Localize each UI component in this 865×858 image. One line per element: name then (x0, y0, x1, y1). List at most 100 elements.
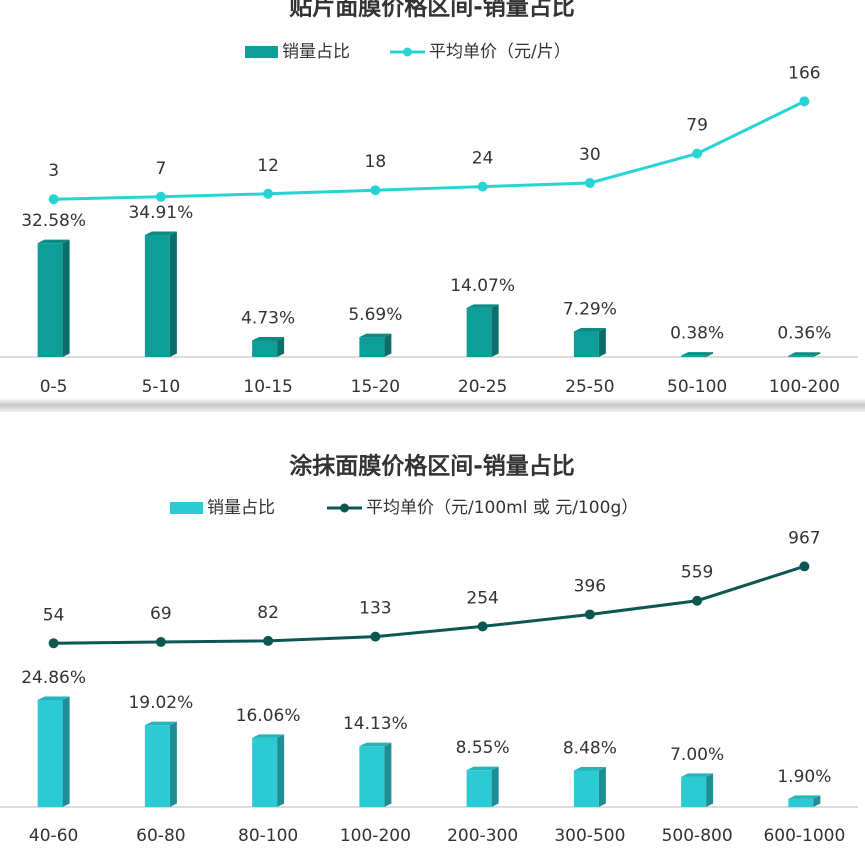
bar-top (359, 742, 392, 747)
line-point (584, 609, 595, 620)
bar-side (277, 336, 285, 357)
x-tick-label: 40-60 (29, 826, 78, 846)
bar (144, 721, 177, 807)
bar-top (681, 352, 714, 356)
legend-label: 销量占比 (207, 498, 275, 518)
data-label: 82 (257, 603, 279, 623)
legend-dot (340, 503, 349, 513)
bar (252, 734, 285, 807)
x-tick-label: 25-50 (565, 377, 614, 397)
legend-label: 平均单价（元/100ml 或 元/100g） (366, 498, 638, 518)
bar-front (573, 770, 599, 807)
data-label: 69 (150, 604, 172, 624)
x-tick-label: 500-800 (662, 826, 733, 846)
line-point (263, 635, 274, 646)
bar-front (681, 355, 707, 357)
line-point (477, 181, 488, 192)
line-point (155, 636, 166, 647)
bar-side (813, 352, 821, 357)
bar (573, 328, 606, 357)
x-tick-label: 0-5 (40, 377, 68, 397)
bar-top (252, 734, 285, 738)
bar-top (788, 795, 821, 799)
bar-front (37, 699, 63, 807)
x-tick-label: 10-15 (243, 377, 292, 397)
line-point (155, 191, 166, 202)
data-label: 0.38% (670, 324, 724, 344)
data-label: 254 (466, 588, 498, 608)
line-point (263, 188, 274, 199)
bar (37, 239, 70, 357)
bar-side (598, 328, 606, 357)
bar (788, 352, 821, 357)
data-label: 14.07% (450, 276, 515, 296)
bar (466, 304, 499, 357)
line-point (799, 96, 810, 107)
bar-front (788, 798, 814, 807)
data-label: 166 (788, 63, 820, 83)
x-tick-label: 20-25 (458, 377, 507, 397)
x-tick-label: 80-100 (238, 826, 298, 846)
data-label: 1.90% (777, 767, 831, 787)
bar-top (681, 773, 714, 777)
data-label: 7.29% (563, 300, 617, 320)
legend-label: 平均单价（元/片） (429, 42, 571, 62)
data-label: 8.55% (456, 738, 510, 758)
bar-top (466, 304, 499, 308)
data-label: 18 (365, 152, 387, 172)
data-label: 7 (155, 159, 166, 179)
data-label: 8.48% (563, 738, 617, 758)
data-label: 3 (48, 161, 59, 181)
line-point (692, 148, 703, 159)
x-tick-label: 600-1000 (763, 826, 845, 846)
bar-side (491, 304, 499, 357)
bar-side (706, 773, 714, 807)
legend-label: 销量占比 (282, 42, 350, 62)
bar (573, 766, 606, 807)
data-label: 34.91% (128, 203, 193, 223)
line-point (477, 621, 488, 632)
data-label: 79 (686, 116, 708, 136)
x-tick-label: 50-100 (667, 377, 727, 397)
x-tick-label: 300-500 (554, 826, 625, 846)
bar-side (384, 333, 392, 357)
data-label: 16.06% (236, 706, 301, 726)
x-tick-label: 100-200 (340, 826, 411, 846)
legend-dot (403, 47, 412, 57)
x-tick-label: 5-10 (142, 377, 181, 397)
bar (681, 773, 714, 807)
line (53, 100, 806, 201)
bar-top (37, 239, 70, 244)
data-label: 30 (579, 145, 601, 165)
line-point (799, 561, 810, 572)
line-point (584, 178, 595, 188)
data-label: 396 (574, 576, 606, 596)
chart-title: 涂抹面膜价格区间-销量占比 (289, 453, 575, 480)
bar-top (788, 352, 821, 356)
line-point (370, 185, 381, 196)
data-label: 0.36% (777, 324, 831, 344)
line-point (48, 194, 59, 205)
data-label: 967 (788, 528, 820, 548)
bar-front (37, 243, 63, 357)
bar-top (359, 333, 392, 338)
x-tick-label: 200-300 (447, 826, 518, 846)
data-label: 24 (472, 149, 494, 169)
x-tick-label: 15-20 (351, 377, 400, 397)
bar-front (788, 355, 814, 357)
bar (788, 795, 821, 807)
chart-title: 贴片面膜价格区间-销量占比 (289, 0, 575, 21)
data-label: 32.58% (21, 211, 86, 231)
bar-top (144, 721, 177, 726)
data-label: 19.02% (128, 693, 193, 713)
bar (252, 336, 285, 357)
bar (37, 696, 70, 807)
bar-side (169, 721, 177, 807)
bar-top (573, 328, 606, 332)
bar-front (144, 725, 170, 807)
bar-top (466, 766, 499, 771)
data-label: 559 (681, 563, 713, 583)
bar-front (681, 776, 707, 807)
bar-front (252, 737, 278, 807)
